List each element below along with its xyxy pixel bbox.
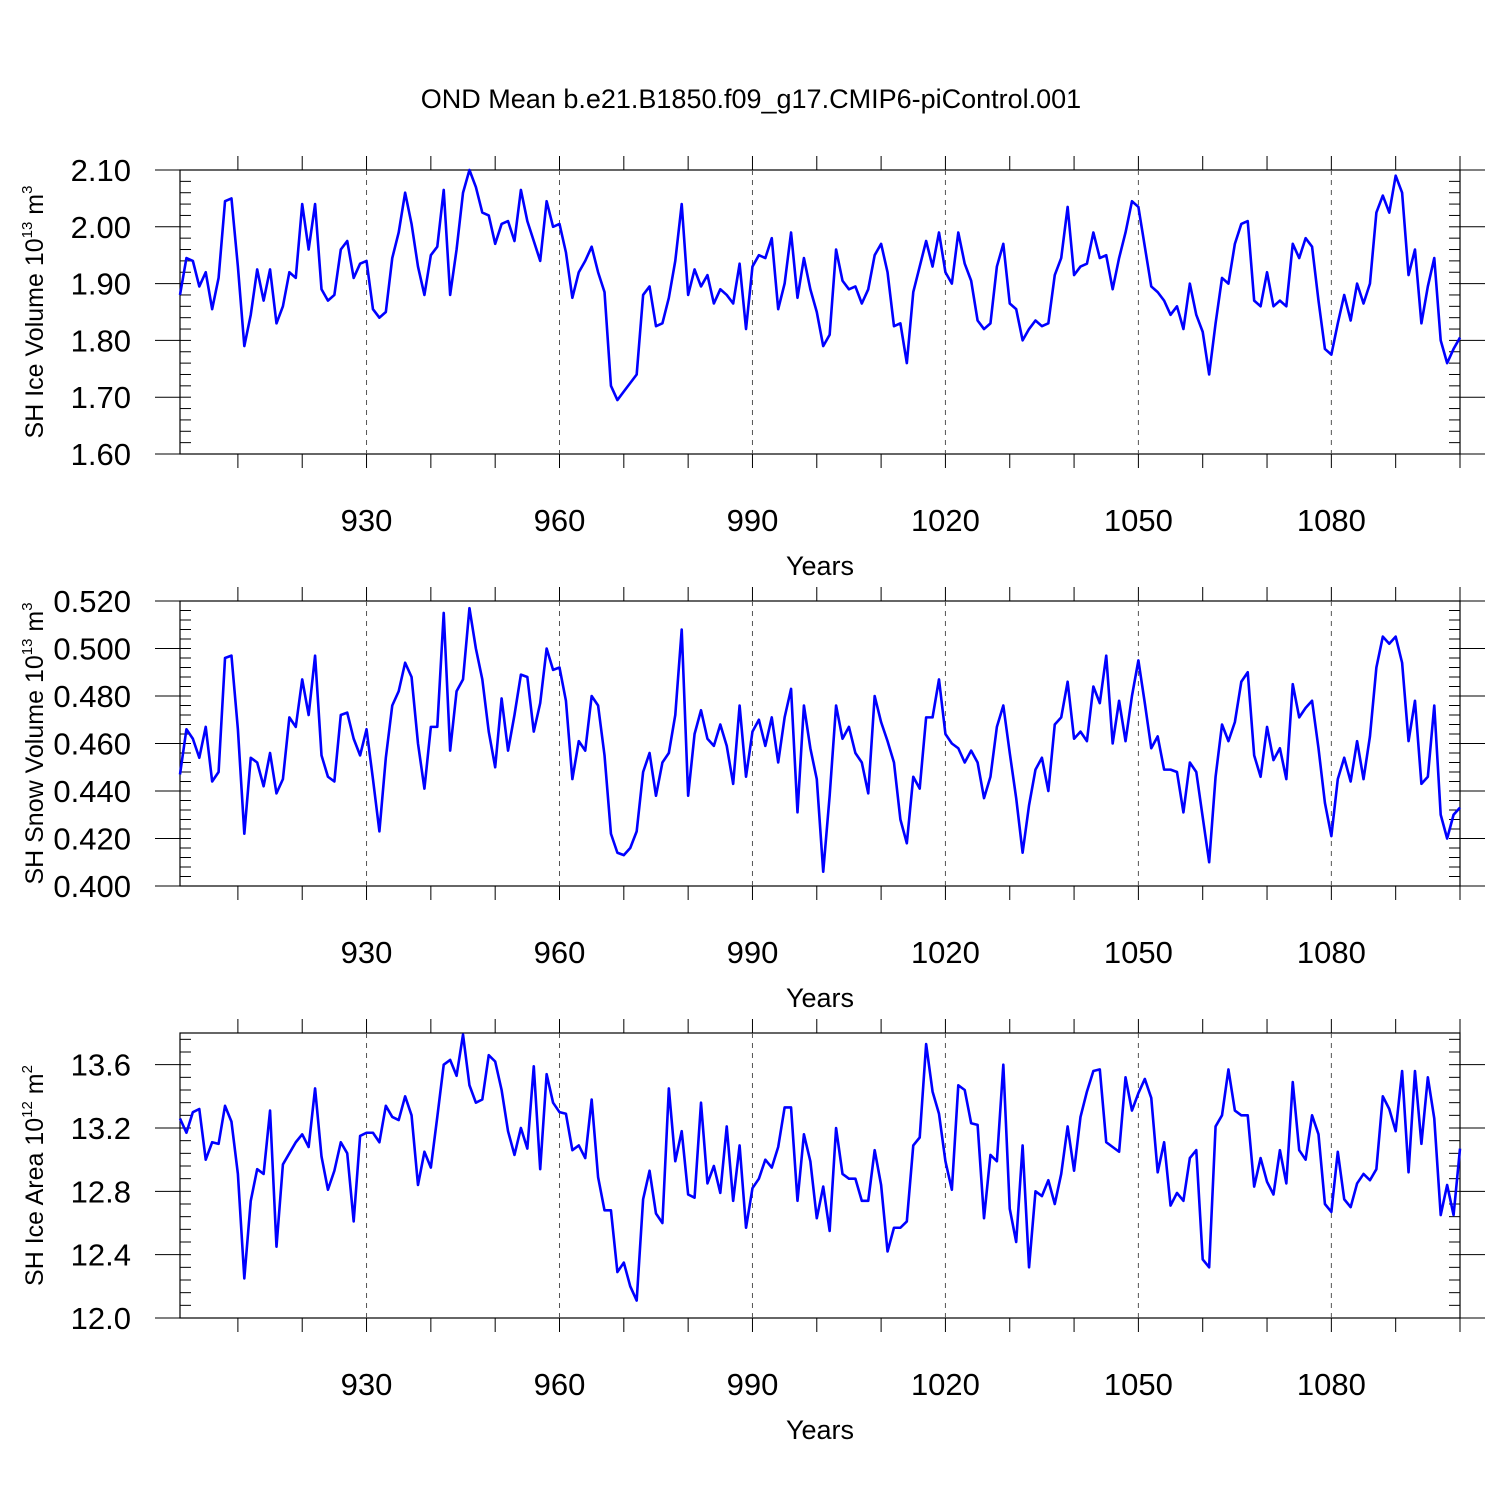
- y-axis-label-exponent: 2: [19, 1065, 36, 1073]
- y-axis-label: SH Ice Area 1012 m2: [19, 1065, 49, 1286]
- panels: 930 960 990 1020 1050 1080 1.60 1.70 1.80 1.90 2.0…: [19, 153, 1485, 1445]
- x-tick-label: 1080: [1297, 935, 1366, 970]
- y-tick-label: 1.70: [71, 380, 131, 415]
- x-tick-label: 1020: [911, 935, 980, 970]
- y-tick-label: 0.400: [53, 869, 131, 904]
- y-tick-label: 12.0: [71, 1301, 131, 1336]
- y-axis-label-text: SH Ice Volume 10: [21, 238, 49, 438]
- x-tick-label: 1050: [1104, 503, 1173, 538]
- y-tick-label: 0.520: [53, 584, 131, 619]
- y-axis-label-text: m: [21, 1073, 49, 1101]
- y-tick-label: 1.60: [71, 437, 131, 472]
- y-axis-label: SH Snow Volume 1013 m3: [19, 602, 49, 884]
- x-axis-label: Years: [786, 551, 854, 581]
- y-axis-label-text: SH Ice Area 10: [21, 1118, 49, 1286]
- y-tick-label: 0.500: [53, 632, 131, 667]
- plot-frame: [179, 1032, 1461, 1319]
- x-tick-label: 1020: [911, 1367, 980, 1402]
- x-tick-label: 960: [534, 1367, 586, 1402]
- y-axis-label-text: m: [21, 611, 49, 639]
- y-tick-label: 1.80: [71, 323, 131, 358]
- x-tick-label: 1080: [1297, 1367, 1366, 1402]
- y-tick-label: 13.2: [71, 1111, 131, 1146]
- y-axis-label: SH Ice Volume 1013 m3: [19, 186, 49, 439]
- y-axis-label-exponent: 3: [19, 602, 36, 610]
- x-axis-label: Years: [786, 983, 854, 1013]
- x-tick-label: 930: [341, 1367, 393, 1402]
- x-tick-label: 1080: [1297, 503, 1366, 538]
- x-tick-label: 990: [727, 1367, 779, 1402]
- x-tick-label: 1050: [1104, 1367, 1173, 1402]
- x-tick-label: 930: [341, 503, 393, 538]
- y-axis-label-exponent: 13: [19, 639, 36, 656]
- y-tick-label: 2.00: [71, 210, 131, 245]
- sh-snow-volume-series-line: [178, 606, 1461, 874]
- x-tick-label: 1020: [911, 503, 980, 538]
- y-axis-label-text: SH Snow Volume 10: [21, 655, 49, 884]
- sh-ice-area-series-line: [178, 1033, 1462, 1302]
- x-tick-label: 990: [727, 935, 779, 970]
- sh-ice-area-panel: 930 960 990 1020 1050 1080 12.0 12.4 12.8 13.2 13.…: [19, 1019, 1485, 1445]
- y-axis-label-exponent: 12: [19, 1101, 36, 1118]
- y-tick-label: 2.10: [71, 153, 131, 188]
- x-tick-label: 960: [534, 503, 586, 538]
- y-tick-label: 0.420: [53, 822, 131, 857]
- plot-frame: [179, 169, 1461, 455]
- y-axis-label-exponent: 3: [19, 186, 36, 194]
- x-tick-label: 990: [727, 503, 779, 538]
- x-tick-label: 1050: [1104, 935, 1173, 970]
- y-tick-label: 1.90: [71, 267, 131, 302]
- figure-title: OND Mean b.e21.B1850.f09_g17.CMIP6-piCon…: [421, 84, 1081, 114]
- x-tick-label: 930: [341, 935, 393, 970]
- y-axis-label-text: m: [21, 194, 49, 222]
- sh-ice-volume-series-line: [178, 168, 1462, 402]
- y-tick-label: 0.480: [53, 679, 131, 714]
- y-tick-label: 13.6: [71, 1048, 131, 1083]
- sh-snow-volume-panel: 930 960 990 1020 1050 1080 0.400 0.420 0.440 0.46…: [19, 584, 1485, 1013]
- y-tick-label: 0.440: [53, 774, 131, 809]
- x-axis-label: Years: [786, 1415, 854, 1445]
- y-axis-label-exponent: 13: [19, 222, 36, 239]
- sh-ice-volume-panel: 930 960 990 1020 1050 1080 1.60 1.70 1.80 1.90 2.0…: [19, 153, 1485, 581]
- x-tick-label: 960: [534, 935, 586, 970]
- y-tick-label: 12.4: [71, 1238, 131, 1273]
- y-tick-label: 0.460: [53, 727, 131, 762]
- y-tick-label: 12.8: [71, 1174, 131, 1209]
